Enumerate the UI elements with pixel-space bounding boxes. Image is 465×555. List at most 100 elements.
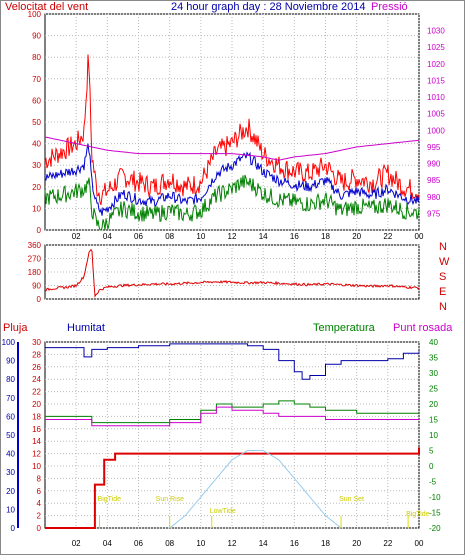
rain-y-tick-label: 18 [32, 412, 41, 421]
wind-x-tick-label: 12 [228, 232, 237, 241]
climate-x-tick-label: 14 [259, 539, 268, 548]
humidity-y-tick-label: 30 [6, 468, 15, 477]
direction-compass-label: N [439, 241, 447, 253]
climate-series-rain [45, 447, 420, 529]
wind-y-tick-label: 80 [32, 53, 41, 62]
wind-x-tick-label: 22 [383, 232, 392, 241]
wind-x-tick-label: 06 [134, 232, 143, 241]
wind-x-tick-label: 04 [103, 232, 112, 241]
wind-x-tick-label: 14 [259, 232, 268, 241]
humidity-y-tick-label: 80 [6, 375, 15, 384]
temp-y-tick-label: 15 [429, 416, 438, 425]
wind-series-min [44, 174, 420, 231]
rain-y-tick-label: 8 [37, 474, 42, 483]
pressure-y-tick-label: 975 [427, 209, 441, 218]
climate-x-tick-label: 20 [352, 539, 361, 548]
wind-y-tick-label: 100 [28, 10, 42, 19]
pressure-y-tick-label: 1020 [427, 60, 445, 69]
event-label-bigtide: BigTide [98, 496, 122, 503]
direction-y-tick-label: 0 [37, 295, 42, 304]
pressure-y-tick-label: 1010 [427, 93, 445, 102]
climate-x-tick-label: 12 [228, 539, 237, 548]
wind-x-tick-label: 00 [415, 232, 424, 241]
climate-x-tick-label: 22 [383, 539, 392, 548]
pressure-y-tick-label: 1025 [427, 43, 445, 52]
rain-y-tick-label: 26 [32, 363, 41, 372]
rain-label: Pluja [3, 322, 28, 334]
event-label-bigtide: BigTide [406, 511, 430, 518]
direction-y-tick-label: 360 [28, 241, 42, 250]
temp-y-tick-label: -5 [429, 478, 437, 487]
rain-y-tick-label: 30 [32, 338, 41, 347]
header-right-label: Pressió [371, 1, 408, 13]
wind-y-tick-label: 10 [32, 204, 41, 213]
pressure-y-tick-label: 1030 [427, 27, 445, 36]
header-left-label: Velocitat del vent [5, 1, 89, 13]
humidity-y-tick-label: 60 [6, 412, 15, 421]
climate-x-tick-label: 16 [290, 539, 299, 548]
pressure-y-tick-label: 985 [427, 176, 441, 185]
climate-x-tick-label: 02 [72, 539, 81, 548]
humidity-y-tick-label: 10 [6, 505, 15, 514]
event-label-sun-rise: Sun Rise [156, 496, 185, 503]
wind-y-tick-label: 90 [32, 32, 41, 41]
rain-y-tick-label: 4 [37, 499, 42, 508]
pressure-y-tick-label: 1005 [427, 110, 445, 119]
wind-x-tick-label: 16 [290, 232, 299, 241]
wind-x-tick-label: 10 [196, 232, 205, 241]
wind-series-gust [44, 54, 420, 206]
direction-compass-label: W [439, 256, 450, 268]
direction-compass-label: E [439, 286, 446, 298]
wind-y-tick-label: 40 [32, 140, 41, 149]
wind-x-tick-label: 02 [72, 232, 81, 241]
rain-y-tick-label: 24 [32, 375, 41, 384]
header-title: 24 hour graph day : 28 Noviembre 2014 [171, 1, 366, 13]
wind-y-tick-label: 60 [32, 96, 41, 105]
direction-y-tick-label: 90 [32, 282, 41, 291]
direction-y-tick-label: 270 [28, 255, 42, 264]
pressure-y-tick-label: 1015 [427, 76, 445, 85]
temp-y-tick-label: 35 [429, 354, 438, 363]
humidity-y-tick-label: 0 [11, 524, 16, 533]
wind-y-tick-label: 30 [32, 161, 41, 170]
humidity-y-tick-label: 70 [6, 394, 15, 403]
temp-y-tick-label: 5 [429, 447, 434, 456]
wind-series-avg [44, 143, 420, 216]
temp-y-tick-label: -15 [429, 509, 441, 518]
rain-y-tick-label: 0 [37, 524, 42, 533]
wind-y-tick-label: 0 [37, 226, 42, 235]
wind-series-pressure [44, 136, 420, 161]
rain-y-tick-label: 28 [32, 350, 41, 359]
temp-y-tick-label: -10 [429, 493, 441, 502]
temperature-label: Temperatura [313, 322, 375, 334]
climate-series-humidity [45, 343, 420, 380]
wind-y-tick-label: 50 [32, 118, 41, 127]
climate-x-tick-label: 04 [103, 539, 112, 548]
humidity-y-tick-label: 20 [6, 487, 15, 496]
climate-x-tick-label: 00 [415, 539, 424, 548]
humidity-y-tick-label: 90 [6, 357, 15, 366]
climate-x-tick-label: 08 [165, 539, 174, 548]
direction-compass-label: N [439, 301, 447, 313]
temp-y-tick-label: 20 [429, 400, 438, 409]
direction-y-tick-label: 180 [28, 268, 42, 277]
humidity-label: Humitat [67, 322, 105, 334]
temp-y-tick-label: 30 [429, 369, 438, 378]
humidity-y-tick-label: 40 [6, 450, 15, 459]
rain-y-tick-label: 22 [32, 388, 41, 397]
humidity-y-tick-label: 100 [2, 338, 16, 347]
humidity-y-tick-label: 50 [6, 431, 15, 440]
wind-x-tick-label: 20 [352, 232, 361, 241]
rain-y-tick-label: 6 [37, 487, 42, 496]
pressure-y-tick-label: 990 [427, 160, 441, 169]
climate-x-tick-label: 06 [134, 539, 143, 548]
pressure-y-tick-label: 1000 [427, 126, 445, 135]
climate-series-solar [169, 450, 342, 529]
rain-y-tick-label: 12 [32, 450, 41, 459]
rain-y-tick-label: 2 [37, 512, 42, 521]
direction-series [44, 248, 420, 298]
rain-y-tick-label: 10 [32, 462, 41, 471]
event-label-lowtide: LowTide [210, 508, 236, 515]
climate-x-tick-label: 18 [321, 539, 330, 548]
